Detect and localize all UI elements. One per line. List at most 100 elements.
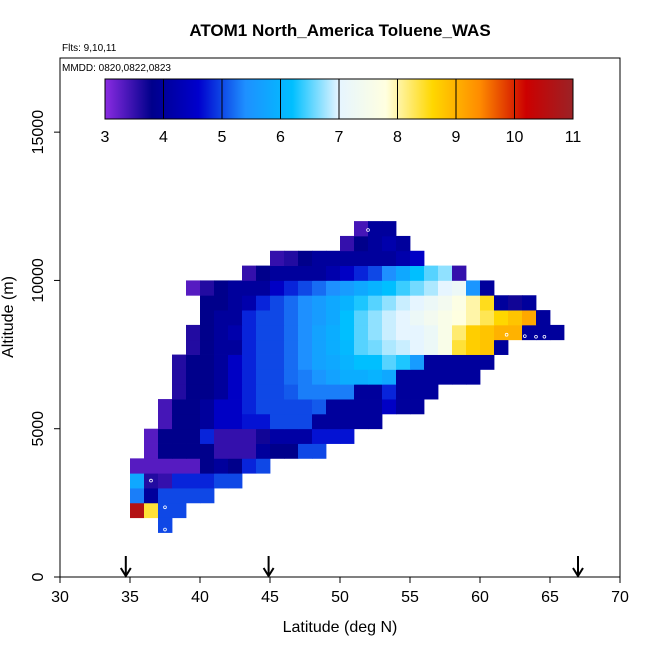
heatmap-cell (452, 354, 467, 370)
heatmap-cell (480, 339, 495, 355)
heatmap-cell (480, 354, 495, 370)
sample-marker (125, 509, 129, 514)
heatmap-cell (438, 310, 453, 326)
heatmap-cell (340, 265, 355, 281)
heatmap-cell (522, 295, 537, 311)
heatmap-cell (424, 295, 439, 311)
heatmap-cell (158, 413, 173, 430)
heatmap-cell (396, 280, 411, 296)
y-tick-label: 10000 (30, 258, 47, 303)
heatmap-cell (242, 354, 257, 370)
heatmap-cell (382, 250, 397, 266)
heatmap-cell (242, 265, 257, 281)
heatmap-cell (298, 399, 313, 415)
heatmap-cell (438, 369, 453, 385)
heatmap-cell (242, 443, 257, 459)
heatmap-cell (396, 295, 411, 311)
heatmap-cell (382, 310, 397, 326)
heatmap-cell (508, 310, 523, 326)
heatmap-cell (466, 280, 481, 296)
flight-arrows (119, 556, 584, 578)
heatmap-cell (312, 295, 327, 311)
heatmap-cell (326, 295, 341, 311)
colorbar-tick-label: 3 (101, 129, 110, 146)
heatmap-cell (340, 250, 355, 266)
heatmap-cell (200, 413, 215, 430)
heatmap-cell (284, 369, 299, 385)
heatmap-cell (284, 384, 299, 400)
heatmap-cell (158, 458, 173, 474)
heatmap-cell (298, 443, 313, 459)
heatmap-cell (438, 354, 453, 370)
heatmap-cell (228, 384, 243, 400)
heatmap-cell (214, 339, 229, 355)
heatmap-cell (354, 265, 369, 281)
heatmap-cell (186, 428, 201, 444)
heatmap-cell (466, 339, 481, 355)
heatmap-cell (186, 354, 201, 370)
heatmap-cell (270, 250, 285, 266)
heatmap-cell (326, 339, 341, 355)
heatmap-cell (284, 399, 299, 415)
heatmap-cell (298, 295, 313, 311)
heatmap-cell (186, 413, 201, 430)
heatmap-cell (312, 324, 327, 341)
heatmap-cell (242, 399, 257, 415)
heatmap-cell (340, 384, 355, 400)
heatmap-cell (326, 265, 341, 281)
x-axis-label: Latitude (deg N) (283, 619, 398, 636)
heatmap-cell (172, 384, 187, 400)
heatmap-cell (228, 354, 243, 370)
heatmap-cell (424, 265, 439, 281)
heatmap-cell (368, 280, 383, 296)
heatmap-cell (424, 324, 439, 341)
heatmap-cell (312, 413, 327, 430)
heatmap-cell (354, 413, 369, 430)
heatmap-cell (368, 235, 383, 252)
heatmap-cell (508, 324, 523, 341)
heatmap-cell (144, 428, 159, 444)
heatmap-cell (410, 295, 425, 311)
heatmap-cell (536, 324, 551, 341)
heatmap-cell (410, 354, 425, 370)
heatmap-cell (270, 310, 285, 326)
heatmap-cell (130, 458, 145, 474)
heatmap-cell (424, 354, 439, 370)
heatmap-cell (284, 295, 299, 311)
sample-marker (125, 468, 129, 473)
mmdd-label: MMDD: 0820,0822,0823 (62, 63, 171, 74)
sample-marker (504, 332, 509, 337)
heatmap-cell (298, 250, 313, 266)
heatmap-cell (410, 339, 425, 355)
heatmap-cell (284, 280, 299, 296)
x-tick-label: 50 (331, 589, 349, 606)
x-tick-label: 35 (121, 589, 139, 606)
heatmap-cell (284, 428, 299, 444)
heatmap-cell (242, 280, 257, 296)
heatmap-cell (368, 324, 383, 341)
heatmap-cell (354, 295, 369, 311)
heatmap-cell (172, 502, 187, 519)
heatmap-cell (130, 473, 145, 489)
sample-marker (180, 291, 184, 296)
heatmap-cell (172, 488, 187, 504)
heatmap-cell (410, 265, 425, 281)
heatmap-cell (354, 250, 369, 266)
heatmap-cell (550, 324, 565, 341)
heatmap-cell (326, 280, 341, 296)
y-axis: 0 5000 10000 15000 (30, 110, 60, 581)
heatmap-cell (382, 354, 397, 370)
heatmap-cell (396, 235, 411, 252)
heatmap-cell (466, 354, 481, 370)
heatmap-cell (298, 384, 313, 400)
heatmap-cell (354, 235, 369, 252)
heatmap-cell (396, 399, 411, 415)
heatmap-cell (424, 310, 439, 326)
heatmap-cell (144, 458, 159, 474)
heatmap-cell (270, 399, 285, 415)
sample-marker (163, 527, 167, 532)
heatmap-cell (326, 369, 341, 385)
heatmap-cell (214, 369, 229, 385)
heatmap-cell (256, 443, 271, 459)
heatmap-cell (186, 473, 201, 489)
